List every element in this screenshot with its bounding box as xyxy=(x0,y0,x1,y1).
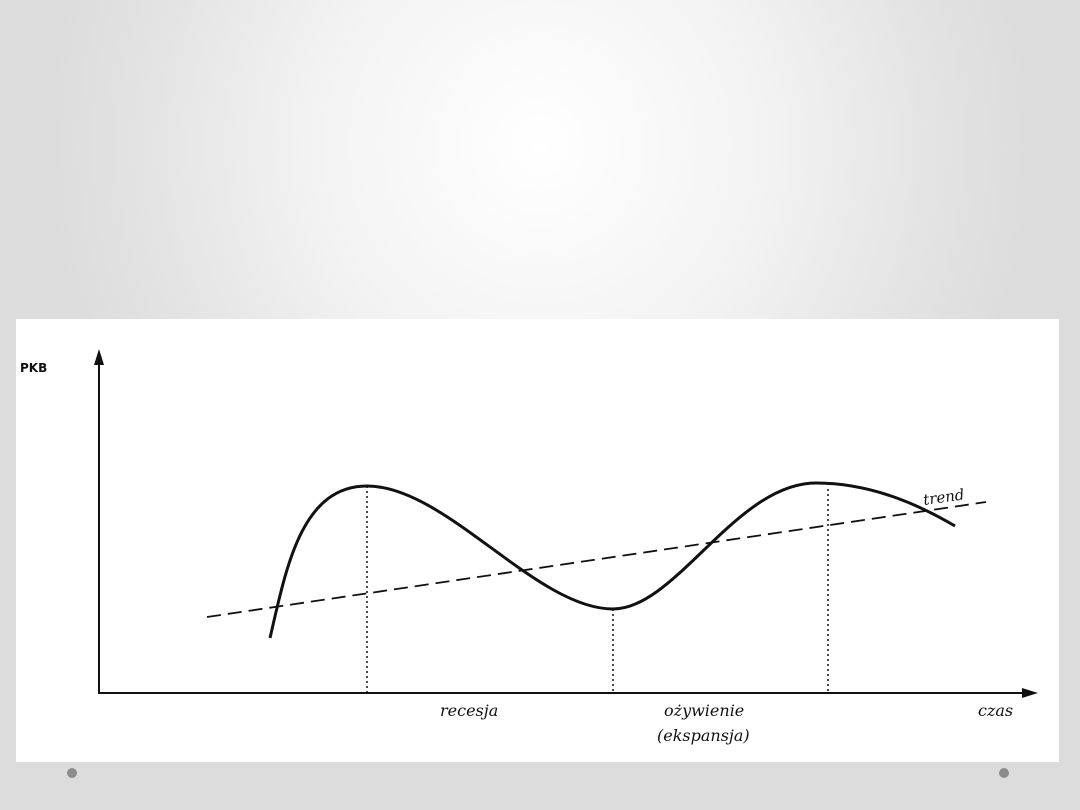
footer-dot-right xyxy=(999,768,1009,778)
recovery-label: ożywienie xyxy=(664,701,744,720)
expansion-label: (ekspansja) xyxy=(657,726,750,745)
business-cycle-diagram: PKB trend recesja ożywienie (ekspansja) … xyxy=(16,319,1059,762)
trend-label: trend xyxy=(922,485,965,509)
x-axis-label: czas xyxy=(978,701,1013,720)
business-cycle-curve xyxy=(268,481,956,639)
recession-label: recesja xyxy=(440,701,498,720)
trend-line xyxy=(206,501,987,618)
y-axis-label: PKB xyxy=(20,361,47,375)
diagram-canvas: PKB trend recesja ożywienie (ekspansja) … xyxy=(20,349,1038,745)
footer-dot-left xyxy=(67,768,77,778)
y-axis-arrow xyxy=(94,349,104,365)
x-axis-arrow xyxy=(1022,688,1038,698)
